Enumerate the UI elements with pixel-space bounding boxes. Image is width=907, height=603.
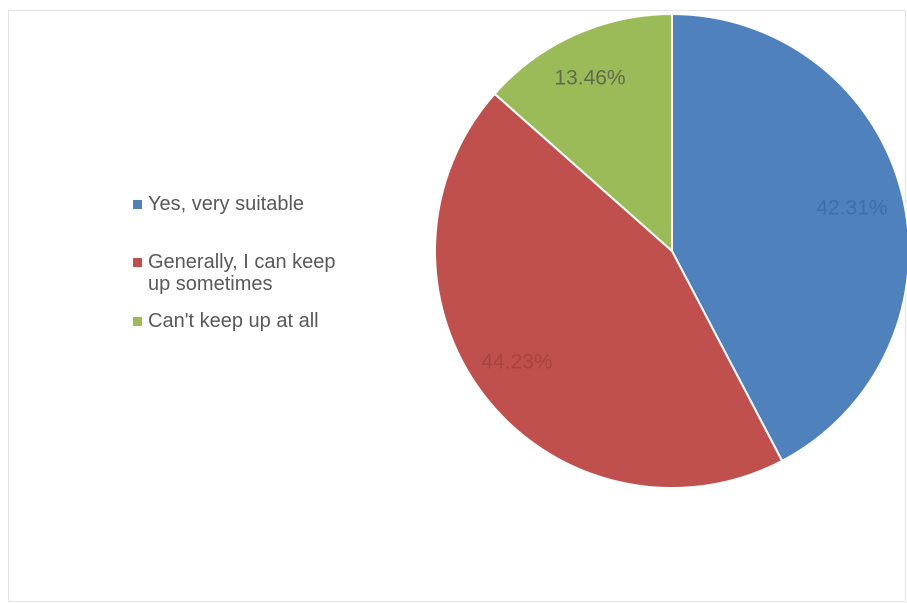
slice-data-label: 44.23% — [481, 351, 552, 374]
legend-item-cant-keep-up: Can't keep up at all — [133, 310, 368, 332]
legend-swatch-generally — [133, 258, 142, 267]
legend-label: Yes, very suitable — [148, 193, 305, 215]
slice-data-label: 13.46% — [554, 67, 625, 90]
legend-label: Can't keep up at all — [148, 310, 319, 332]
legend-item-generally: Generally, I can keep up sometimes — [133, 251, 363, 295]
pie-slice — [434, 92, 784, 490]
legend-label: Generally, I can keep up sometimes — [148, 251, 336, 295]
legend-swatch-cant-keep-up — [133, 317, 142, 326]
legend-item-yes-very-suitable: Yes, very suitable — [133, 193, 368, 215]
pie-slice — [671, 12, 907, 463]
pie-slice — [493, 12, 673, 254]
slice-data-label: 42.31% — [816, 197, 887, 220]
legend-swatch-yes — [133, 200, 142, 209]
